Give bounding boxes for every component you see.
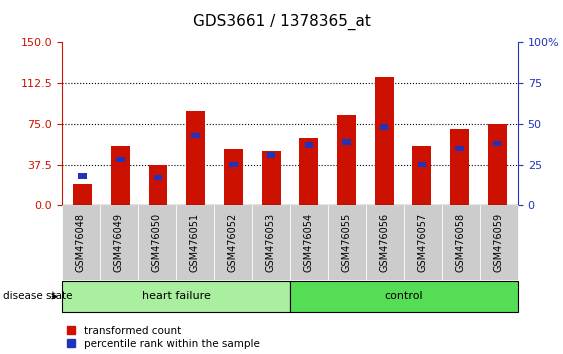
Bar xyxy=(224,149,243,205)
Text: GSM476059: GSM476059 xyxy=(494,213,504,272)
Text: GSM476052: GSM476052 xyxy=(228,213,238,272)
Bar xyxy=(262,151,280,205)
Bar xyxy=(73,184,92,205)
Bar xyxy=(380,125,388,130)
Text: control: control xyxy=(385,291,423,302)
Text: GSM476053: GSM476053 xyxy=(266,213,276,272)
Text: GSM476050: GSM476050 xyxy=(152,213,162,272)
Legend: transformed count, percentile rank within the sample: transformed count, percentile rank withi… xyxy=(67,326,260,349)
Bar xyxy=(337,115,356,205)
Bar xyxy=(267,152,275,158)
Text: GSM476048: GSM476048 xyxy=(76,213,86,272)
Bar xyxy=(413,145,431,205)
Bar xyxy=(229,162,238,167)
Bar xyxy=(116,157,124,162)
Text: GSM476058: GSM476058 xyxy=(456,213,466,272)
Text: GSM476057: GSM476057 xyxy=(418,213,428,272)
Bar xyxy=(342,139,351,144)
Bar xyxy=(493,141,502,146)
Text: disease state: disease state xyxy=(3,291,72,302)
Bar xyxy=(300,138,318,205)
Bar xyxy=(375,77,394,205)
Bar xyxy=(450,129,469,205)
Text: GSM476056: GSM476056 xyxy=(380,213,390,272)
Text: heart failure: heart failure xyxy=(141,291,211,302)
Bar xyxy=(455,145,464,151)
Bar xyxy=(191,133,200,138)
Bar xyxy=(78,173,87,179)
Bar xyxy=(149,165,167,205)
Text: GDS3661 / 1378365_at: GDS3661 / 1378365_at xyxy=(193,14,370,30)
Bar xyxy=(186,111,205,205)
Text: GSM476049: GSM476049 xyxy=(114,213,124,272)
Text: GSM476055: GSM476055 xyxy=(342,213,352,272)
Bar xyxy=(488,124,507,205)
Text: GSM476051: GSM476051 xyxy=(190,213,200,272)
Bar xyxy=(111,145,129,205)
Text: GSM476054: GSM476054 xyxy=(304,213,314,272)
Bar xyxy=(154,175,162,180)
Bar xyxy=(305,142,313,148)
Bar xyxy=(418,162,426,167)
